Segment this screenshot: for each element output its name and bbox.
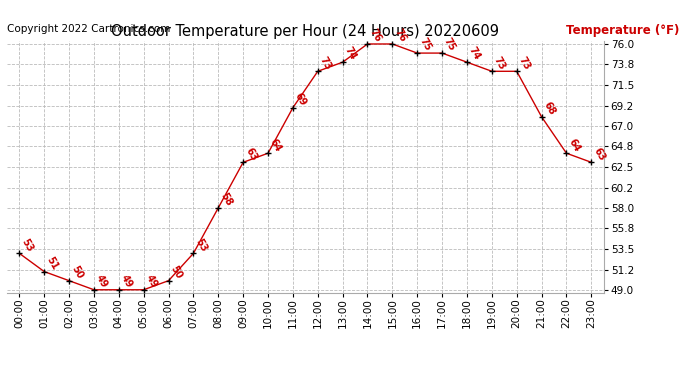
Text: 76: 76 (368, 27, 383, 44)
Text: 76: 76 (393, 27, 408, 44)
Text: 68: 68 (542, 100, 557, 117)
Text: 51: 51 (44, 255, 59, 272)
Text: 50: 50 (69, 264, 84, 280)
Text: 73: 73 (517, 55, 532, 71)
Text: 49: 49 (119, 273, 135, 290)
Text: 53: 53 (19, 237, 34, 254)
Text: 58: 58 (218, 191, 234, 208)
Text: Copyright 2022 Cartronics.com: Copyright 2022 Cartronics.com (7, 24, 170, 34)
Text: 50: 50 (168, 264, 184, 280)
Text: 63: 63 (243, 146, 259, 162)
Text: 74: 74 (343, 45, 358, 62)
Text: 49: 49 (144, 273, 159, 290)
Text: 73: 73 (492, 55, 507, 71)
Text: 75: 75 (417, 36, 433, 53)
Text: 63: 63 (591, 146, 607, 162)
Text: 73: 73 (318, 55, 333, 71)
Title: Outdoor Temperature per Hour (24 Hours) 20220609: Outdoor Temperature per Hour (24 Hours) … (111, 24, 500, 39)
Text: 74: 74 (467, 45, 482, 62)
Text: 75: 75 (442, 36, 457, 53)
Text: Temperature (°F): Temperature (°F) (566, 24, 680, 38)
Text: 69: 69 (293, 91, 308, 108)
Text: 49: 49 (94, 273, 109, 290)
Text: 53: 53 (193, 237, 209, 254)
Text: 64: 64 (566, 136, 582, 153)
Text: 64: 64 (268, 136, 284, 153)
